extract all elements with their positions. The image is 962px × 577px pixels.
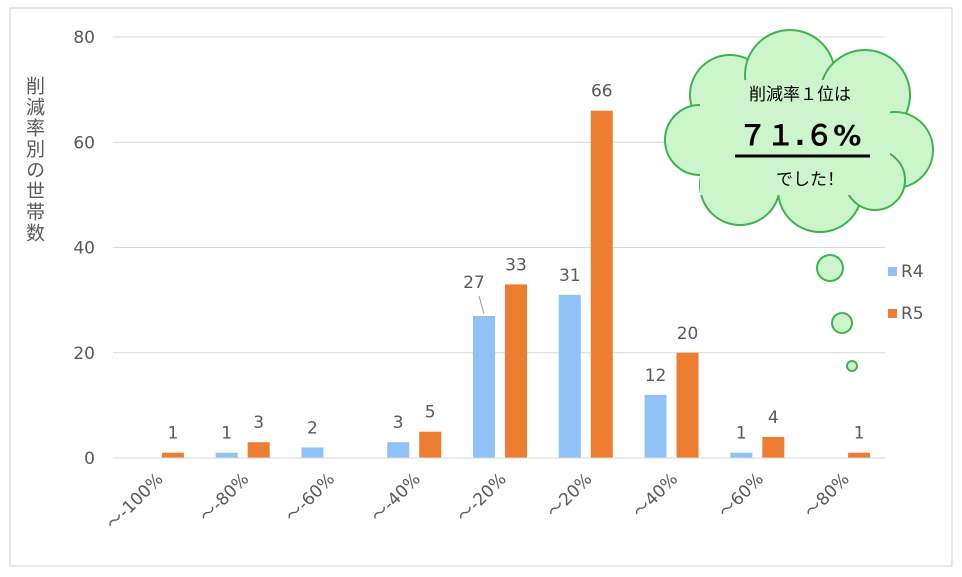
data-label: 2 <box>307 418 318 438</box>
data-label: 1 <box>736 424 747 444</box>
page: {"chart_data": {"type": "bar", "y_label"… <box>0 0 962 577</box>
y-tick-label: 60 <box>73 133 95 153</box>
data-label: 3 <box>393 413 404 433</box>
y-tick-label: 80 <box>73 28 95 48</box>
bar <box>730 453 752 458</box>
data-label: 12 <box>645 366 667 386</box>
data-label: 66 <box>591 82 613 102</box>
chart: 削減率別の世帯数 020406080～-100%1～-80%13～-60%2～-… <box>0 0 962 573</box>
data-label: 33 <box>505 255 527 275</box>
bar <box>559 295 581 458</box>
bar <box>591 111 613 458</box>
bar <box>505 284 527 458</box>
bar <box>677 353 699 458</box>
bar <box>848 453 870 458</box>
data-label: 1 <box>854 424 865 444</box>
bar <box>301 447 323 458</box>
data-label: 31 <box>559 266 581 286</box>
legend-swatch <box>888 267 897 276</box>
data-label: 5 <box>425 403 436 423</box>
bar <box>645 395 667 458</box>
callout-value: ７１.６% <box>739 119 862 152</box>
y-tick-label: 40 <box>73 239 95 259</box>
bar <box>162 453 184 458</box>
data-label: 20 <box>677 324 699 344</box>
callout-line: 削減率１位は <box>749 85 851 105</box>
data-label: 3 <box>253 413 264 433</box>
data-label: 27 <box>463 273 485 293</box>
data-label: 1 <box>221 424 232 444</box>
data-label: 4 <box>768 408 779 428</box>
legend-label: R5 <box>901 304 924 324</box>
legend-label: R4 <box>901 262 924 282</box>
bar <box>419 432 441 458</box>
y-axis-title: 削減率別の世帯数 <box>23 76 45 244</box>
data-label: 1 <box>167 424 178 444</box>
bar <box>473 316 495 458</box>
legend-swatch <box>888 309 897 318</box>
y-tick-label: 20 <box>73 344 95 364</box>
bar <box>387 442 409 458</box>
bar <box>248 442 270 458</box>
callout-line: でした！ <box>776 170 844 190</box>
bar <box>762 437 784 458</box>
y-tick-label: 0 <box>84 449 95 469</box>
bar <box>216 453 238 458</box>
